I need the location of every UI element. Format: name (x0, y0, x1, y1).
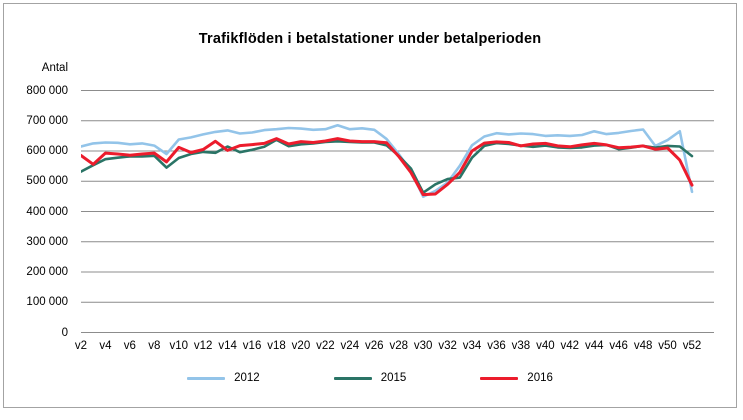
x-tick-label: v2 (74, 340, 88, 352)
series-line-2012 (81, 123, 694, 198)
y-tick-label: 600 000 (26, 145, 68, 157)
x-tick-label: v28 (389, 340, 408, 352)
plot-area (81, 90, 714, 333)
x-tick-label: v20 (291, 340, 311, 352)
legend: 2012 2015 2016 (4, 372, 736, 384)
y-axis-title: Antal (41, 62, 68, 74)
chart-frame: Trafikflöden i betalstationer under beta… (3, 3, 737, 408)
legend-label-2015: 2015 (380, 372, 407, 384)
legend-swatch-2015 (333, 376, 372, 380)
y-tick-label: 100 000 (26, 296, 68, 309)
series-line-2015 (81, 138, 694, 194)
legend-item-2016: 2016 (480, 372, 553, 384)
legend-item-2012: 2012 (187, 372, 260, 384)
y-tick-label: 700 000 (26, 114, 68, 127)
x-tick-label: v16 (242, 340, 262, 352)
x-tick-label: v10 (169, 340, 189, 352)
x-tick-label: v36 (487, 340, 506, 352)
chart-title: Trafikflöden i betalstationer under beta… (198, 31, 542, 47)
x-tick-label: v40 (536, 340, 555, 352)
x-tick-label: v50 (658, 340, 677, 352)
legend-swatch-2016 (480, 376, 519, 380)
y-tick-label: 0 (61, 326, 68, 339)
x-tick-label: v26 (364, 340, 384, 352)
x-tick-label: v18 (267, 340, 286, 352)
x-tick-label: v14 (218, 340, 237, 352)
x-tick-label: v38 (511, 340, 531, 352)
series-line-2016 (81, 137, 694, 197)
legend-label-2012: 2012 (234, 372, 260, 384)
y-tick-label: 300 000 (26, 235, 68, 248)
x-tick-label: v48 (633, 340, 653, 352)
x-tick-label: v12 (193, 340, 213, 352)
x-tick-label: v30 (413, 340, 433, 352)
y-tick-label: 500 000 (26, 175, 68, 188)
legend-label-2016: 2016 (527, 372, 553, 384)
y-tick-label: 800 000 (26, 84, 68, 97)
x-tick-label: v52 (682, 340, 702, 352)
x-tick-label: v22 (316, 340, 335, 352)
y-tick-label: 400 000 (26, 205, 68, 218)
x-tick-label: v34 (462, 340, 482, 352)
x-tick-label: v46 (609, 340, 628, 352)
legend-item-2015: 2015 (333, 372, 407, 384)
x-tick-label: v44 (584, 340, 604, 352)
y-tick-label: 200 000 (26, 266, 68, 278)
x-tick-label: v32 (438, 340, 457, 352)
x-tick-label: v42 (560, 340, 580, 352)
legend-swatch-2012 (187, 376, 226, 380)
x-tick-label: v4 (99, 340, 112, 352)
x-tick-label: v6 (123, 340, 136, 352)
x-tick-label: v8 (148, 340, 161, 352)
x-tick-label: v24 (340, 340, 360, 352)
